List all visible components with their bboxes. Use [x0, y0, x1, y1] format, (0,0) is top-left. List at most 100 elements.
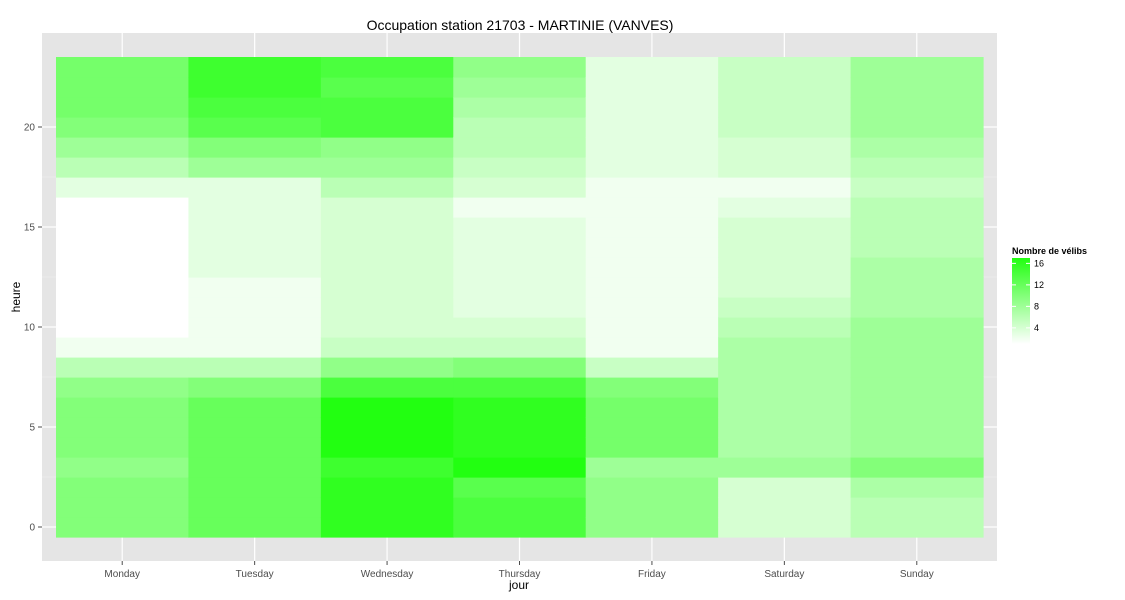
heatmap-cell	[585, 237, 719, 258]
heatmap-cell	[320, 477, 454, 498]
heatmap-cell	[850, 117, 984, 138]
heatmap-cell	[320, 337, 454, 358]
heatmap-cell	[188, 437, 322, 458]
heatmap-cell	[56, 357, 190, 378]
heatmap-cell	[718, 77, 852, 98]
heatmap-cell	[850, 77, 984, 98]
heatmap-cell	[718, 137, 852, 158]
heatmap-cell	[585, 337, 719, 358]
y-tick-label: 10	[24, 323, 36, 334]
x-tick-label: Wednesday	[361, 569, 414, 580]
heatmap-cell	[320, 157, 454, 178]
heatmap-cell	[850, 257, 984, 278]
heatmap-cell	[850, 397, 984, 418]
heatmap-cell	[718, 397, 852, 418]
heatmap-cell	[850, 137, 984, 158]
heatmap-cell	[56, 177, 190, 198]
heatmap-cell	[453, 457, 587, 478]
heatmap-cell	[453, 517, 587, 538]
heatmap-cell	[320, 277, 454, 298]
heatmap-cell	[56, 477, 190, 498]
heatmap-cell	[320, 257, 454, 278]
heatmap-cell	[718, 237, 852, 258]
heatmap-cell	[453, 317, 587, 338]
heatmap-cell	[320, 57, 454, 78]
heatmap-cell	[453, 237, 587, 258]
heatmap-cell	[850, 197, 984, 218]
heatmap-cell	[56, 57, 190, 78]
heatmap-cell	[453, 497, 587, 518]
heatmap-cell	[585, 197, 719, 218]
heatmap-cell	[188, 477, 322, 498]
y-tick-label: 20	[24, 123, 36, 134]
heatmap-cell	[453, 117, 587, 138]
heatmap-cell	[56, 417, 190, 438]
heatmap-cell	[585, 457, 719, 478]
heatmap-cell	[56, 397, 190, 418]
heatmap-cell	[188, 157, 322, 178]
heatmap-cell	[56, 437, 190, 458]
y-axis: 0 5 10 15 20	[24, 123, 42, 534]
y-tick-label: 15	[24, 223, 36, 234]
heatmap-cell	[718, 117, 852, 138]
x-tick-label: Saturday	[764, 569, 804, 580]
heatmap-cell	[585, 397, 719, 418]
heatmap-cell	[850, 297, 984, 318]
heatmap-cell	[453, 377, 587, 398]
heatmap-cell	[453, 157, 587, 178]
legend-colorbar	[1012, 258, 1030, 344]
heatmap-cell	[56, 77, 190, 98]
heatmap-cell	[188, 217, 322, 238]
heatmap-cell	[188, 237, 322, 258]
heatmap-cell	[453, 217, 587, 238]
heatmap-cell	[718, 297, 852, 318]
heatmap-cell	[320, 77, 454, 98]
heatmap-cell	[850, 517, 984, 538]
heatmap-cell	[718, 377, 852, 398]
heatmap-cell	[320, 457, 454, 478]
heatmap-cell	[188, 457, 322, 478]
heatmap-cell	[718, 197, 852, 218]
heatmap-cell	[56, 117, 190, 138]
heatmap-cell	[188, 177, 322, 198]
heatmap-cell	[56, 157, 190, 178]
heatmap-cell	[850, 237, 984, 258]
heatmap-cell	[320, 497, 454, 518]
heatmap-cell	[453, 337, 587, 358]
heatmap-cell	[850, 157, 984, 178]
heatmap-cell	[56, 457, 190, 478]
heatmap-cell	[585, 357, 719, 378]
heatmap-cell	[718, 457, 852, 478]
heatmap-cell	[585, 417, 719, 438]
heatmap-cell	[585, 57, 719, 78]
heatmap-cell	[453, 57, 587, 78]
heatmap-cell	[585, 297, 719, 318]
heatmap-cell	[453, 277, 587, 298]
heatmap-cell	[188, 497, 322, 518]
heatmap-cell	[850, 217, 984, 238]
heatmap-cell	[453, 197, 587, 218]
heatmap-cell	[188, 257, 322, 278]
heatmap-cell	[453, 357, 587, 378]
heatmap-cell	[453, 477, 587, 498]
heatmap-cell	[56, 337, 190, 358]
heatmap-cell	[453, 257, 587, 278]
heatmap-cell	[718, 97, 852, 118]
heatmap-cell	[718, 57, 852, 78]
heatmap-cell	[188, 277, 322, 298]
legend-tick-label: 4	[1034, 323, 1039, 333]
heatmap-cell	[188, 97, 322, 118]
heatmap-cell	[56, 297, 190, 318]
heatmap-cell	[320, 377, 454, 398]
heatmap-cell	[585, 277, 719, 298]
heatmap-cell	[585, 137, 719, 158]
heatmap-cell	[850, 497, 984, 518]
heatmap-cell	[320, 397, 454, 418]
heatmap-cell	[320, 317, 454, 338]
color-legend: Nombre de vélibs 4 8 12 16	[1012, 246, 1087, 344]
heatmap-cell	[320, 97, 454, 118]
heatmap-cell	[850, 437, 984, 458]
heatmap-cell	[56, 197, 190, 218]
heatmap-cell	[585, 257, 719, 278]
heatmap-cell	[585, 477, 719, 498]
